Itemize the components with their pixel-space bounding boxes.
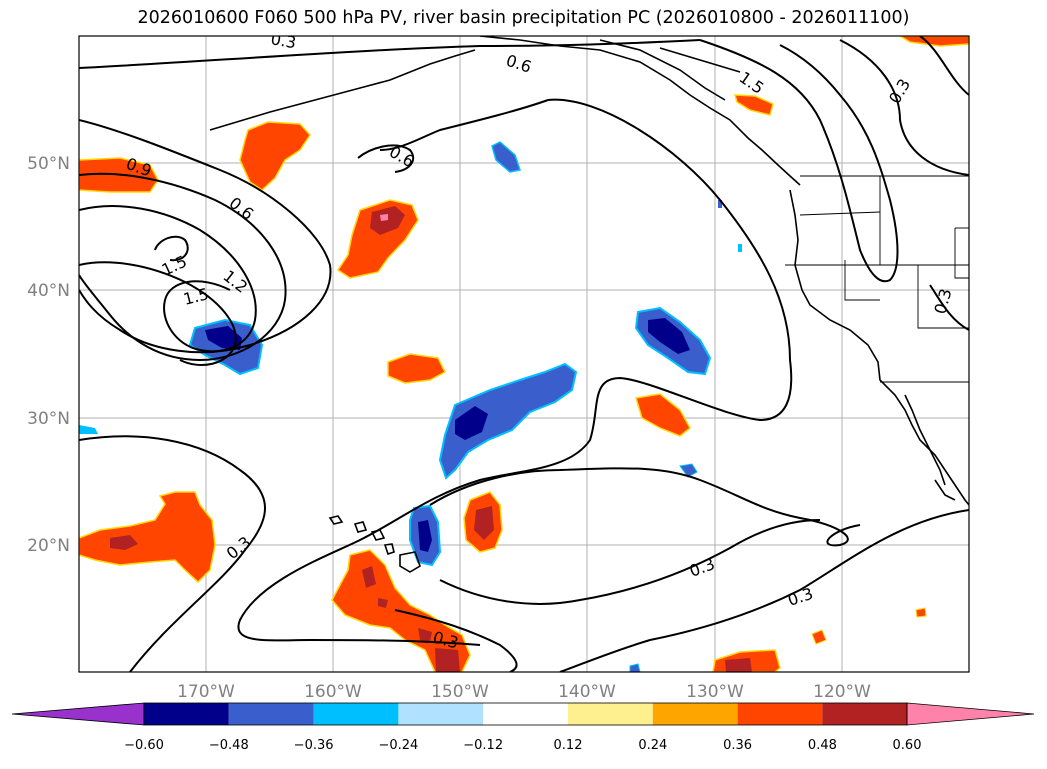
colorbar-tick-label: 0.60 bbox=[893, 738, 922, 753]
colorbar-segment bbox=[483, 703, 568, 725]
colorbar-segment bbox=[568, 703, 653, 725]
lon-tick-label: 140°W bbox=[558, 682, 616, 702]
contour-label: 0.3 bbox=[269, 29, 297, 52]
precip-blob bbox=[418, 628, 432, 642]
lat-axis: 50°N 40°N 30°N 20°N bbox=[27, 154, 70, 556]
colorbar-tick-label: −0.60 bbox=[124, 738, 164, 753]
colorbar-segment bbox=[652, 703, 738, 725]
precip-blob bbox=[648, 318, 690, 354]
precip-blob bbox=[239, 121, 311, 191]
precip-blob bbox=[725, 658, 752, 672]
precip-blob bbox=[435, 648, 460, 672]
colorbar-segment bbox=[737, 703, 823, 725]
borders bbox=[785, 175, 969, 383]
lon-tick-label: 150°W bbox=[431, 682, 489, 702]
colorbar-tick-label: −0.36 bbox=[294, 738, 334, 753]
lon-tick-label: 160°W bbox=[304, 682, 362, 702]
lat-tick-label: 20°N bbox=[27, 536, 70, 556]
colorbar-segment bbox=[313, 703, 399, 725]
coastlines bbox=[209, 36, 969, 573]
precip-blob bbox=[491, 141, 521, 173]
colorbar-tick-label: 0.48 bbox=[808, 738, 837, 753]
lon-tick-label: 170°W bbox=[177, 682, 235, 702]
precip-blob bbox=[738, 244, 742, 252]
colorbar-segment bbox=[398, 703, 484, 725]
precip-blob bbox=[79, 491, 216, 584]
colorbar-tick-label: 0.24 bbox=[638, 738, 667, 753]
precip-blob bbox=[811, 629, 827, 645]
precip-blob bbox=[362, 566, 376, 588]
lon-tick-label: 120°W bbox=[813, 682, 871, 702]
precip-blob bbox=[418, 520, 432, 552]
colorbar-frame bbox=[143, 702, 908, 726]
precip-blob bbox=[79, 425, 98, 434]
precip-blob bbox=[370, 206, 405, 235]
colorbar-segment bbox=[822, 703, 908, 725]
precip-blob bbox=[378, 598, 388, 608]
colorbar-extend-low bbox=[11, 702, 145, 726]
colorbar: −0.60 −0.48 −0.36 −0.24 −0.12 0.12 0.24 … bbox=[11, 702, 1035, 753]
lat-tick-label: 40°N bbox=[27, 281, 70, 301]
pv-contours bbox=[79, 36, 969, 672]
map-frame bbox=[78, 35, 970, 673]
colorbar-extend-high bbox=[906, 702, 1035, 726]
precip-blob bbox=[438, 362, 578, 480]
precip-blob bbox=[455, 406, 488, 440]
colorbar-segment bbox=[144, 703, 229, 725]
precip-blob bbox=[898, 36, 969, 47]
precip-blob bbox=[915, 607, 927, 618]
colorbar-segment bbox=[228, 703, 314, 725]
precip-blob bbox=[474, 506, 494, 540]
lat-tick-label: 30°N bbox=[27, 409, 70, 429]
precip-blob bbox=[679, 463, 698, 478]
precip-blob bbox=[629, 663, 641, 672]
colorbar-tick-label: 0.36 bbox=[723, 738, 752, 753]
lat-tick-label: 50°N bbox=[27, 154, 70, 174]
precip-blob bbox=[733, 94, 774, 116]
colorbar-tick-label: 0.12 bbox=[554, 738, 583, 753]
lon-axis: 170°W 160°W 150°W 140°W 130°W 120°W bbox=[177, 682, 871, 702]
precip-blob bbox=[110, 535, 138, 550]
lon-tick-label: 130°W bbox=[686, 682, 744, 702]
precip-blob bbox=[205, 326, 242, 350]
colorbar-tick-label: −0.48 bbox=[209, 738, 249, 753]
colorbar-tick-label: −0.12 bbox=[463, 738, 503, 753]
precip-blob bbox=[635, 393, 691, 437]
colorbar-tick-label: −0.24 bbox=[378, 738, 418, 753]
precip-blob bbox=[380, 214, 388, 221]
map-title: 2026010600 F060 500 hPa PV, river basin … bbox=[137, 8, 910, 28]
precip-blob bbox=[387, 353, 446, 384]
